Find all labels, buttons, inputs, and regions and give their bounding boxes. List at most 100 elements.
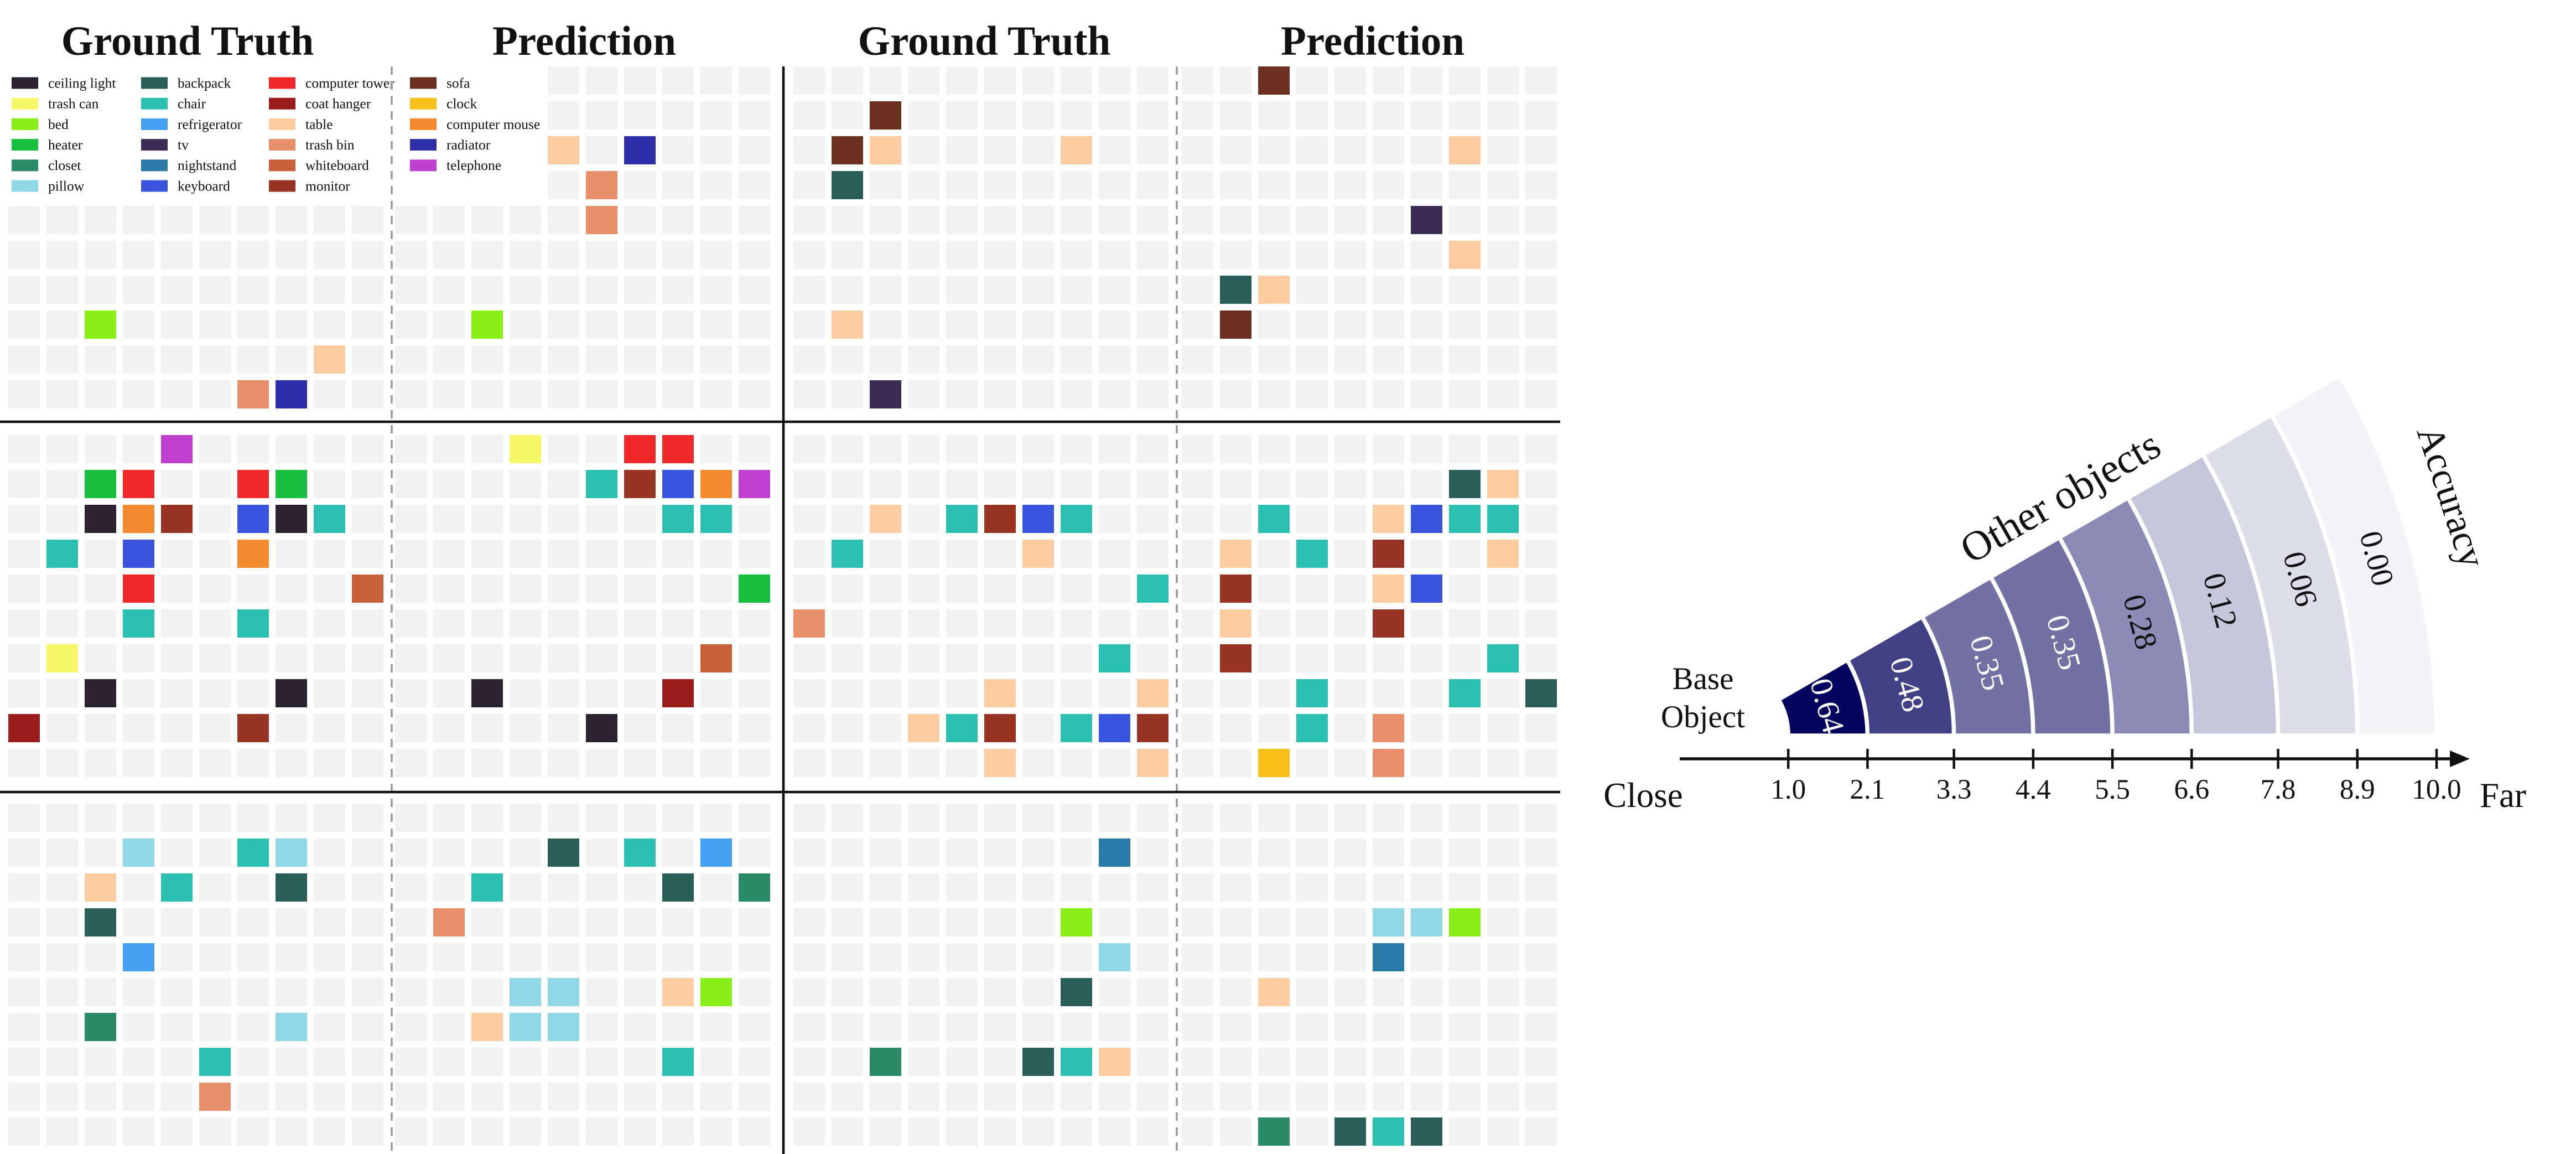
- empty-cell: [870, 241, 901, 269]
- object-cell: [123, 575, 154, 603]
- empty-cell: [8, 679, 40, 707]
- empty-cell: [700, 66, 732, 95]
- empty-cell: [471, 609, 503, 638]
- object-cell: [1258, 978, 1290, 1006]
- empty-cell: [1099, 540, 1130, 568]
- empty-cell: [276, 575, 307, 603]
- empty-cell: [1296, 575, 1328, 603]
- empty-cell: [85, 1117, 116, 1146]
- empty-cell: [1022, 908, 1054, 936]
- empty-cell: [314, 435, 345, 463]
- empty-cell: [46, 908, 78, 936]
- empty-cell: [1334, 540, 1366, 568]
- empty-cell: [237, 644, 269, 672]
- empty-cell: [1137, 206, 1168, 234]
- empty-cell: [984, 978, 1016, 1006]
- empty-cell: [1258, 804, 1290, 832]
- empty-cell: [199, 540, 231, 568]
- empty-cell: [395, 276, 427, 304]
- empty-cell: [85, 206, 116, 234]
- panel-title: Ground Truth: [858, 18, 1110, 64]
- empty-cell: [352, 839, 383, 867]
- empty-cell: [624, 804, 656, 832]
- empty-cell: [624, 380, 656, 408]
- empty-cell: [46, 609, 78, 638]
- empty-cell: [1258, 1083, 1290, 1111]
- empty-cell: [1182, 505, 1213, 533]
- empty-cell: [1061, 540, 1092, 568]
- empty-cell: [1487, 749, 1519, 777]
- empty-cell: [739, 171, 770, 199]
- empty-cell: [8, 1013, 40, 1041]
- x-tick-label: 1.0: [1770, 774, 1806, 805]
- object-cell: [123, 470, 154, 498]
- empty-cell: [433, 644, 465, 672]
- empty-cell: [586, 908, 617, 936]
- empty-cell: [1449, 311, 1481, 339]
- object-cell: [1449, 679, 1481, 707]
- legend-swatch: [410, 118, 437, 130]
- empty-cell: [123, 679, 154, 707]
- empty-cell: [1137, 470, 1168, 498]
- legend-label: bed: [48, 116, 69, 132]
- empty-cell: [1220, 714, 1251, 742]
- x-tick-label: 6.6: [2174, 774, 2209, 805]
- empty-cell: [1525, 470, 1557, 498]
- object-cell: [237, 714, 269, 742]
- empty-cell: [1334, 1048, 1366, 1076]
- empty-cell: [314, 470, 345, 498]
- empty-cell: [85, 644, 116, 672]
- object-cell: [1220, 276, 1251, 304]
- empty-cell: [793, 66, 825, 95]
- empty-cell: [352, 345, 383, 374]
- object-cell: [85, 908, 116, 936]
- empty-cell: [276, 943, 307, 971]
- empty-cell: [1061, 839, 1092, 867]
- empty-cell: [1182, 206, 1213, 234]
- empty-cell: [1296, 241, 1328, 269]
- panel-title: Prediction: [492, 18, 676, 64]
- empty-cell: [433, 380, 465, 408]
- legend-swatch: [269, 97, 295, 110]
- object-cell: [1258, 276, 1290, 304]
- empty-cell: [793, 101, 825, 130]
- legend-swatch: [12, 97, 38, 110]
- object-cell: [739, 873, 770, 902]
- empty-cell: [908, 839, 939, 867]
- empty-cell: [586, 311, 617, 339]
- object-cell: [123, 505, 154, 533]
- empty-cell: [1487, 1013, 1519, 1041]
- empty-cell: [908, 66, 939, 95]
- empty-cell: [548, 470, 579, 498]
- empty-cell: [199, 1117, 231, 1146]
- object-cell: [832, 540, 863, 568]
- empty-cell: [395, 1013, 427, 1041]
- empty-cell: [161, 1117, 193, 1146]
- object-cell: [662, 873, 694, 902]
- empty-cell: [1258, 575, 1290, 603]
- empty-cell: [471, 505, 503, 533]
- empty-cell: [1525, 345, 1557, 374]
- empty-cell: [624, 345, 656, 374]
- empty-cell: [870, 345, 901, 374]
- empty-cell: [1061, 609, 1092, 638]
- empty-cell: [314, 311, 345, 339]
- empty-cell: [199, 505, 231, 533]
- empty-cell: [984, 804, 1016, 832]
- empty-cell: [352, 873, 383, 902]
- empty-cell: [199, 1013, 231, 1041]
- empty-cell: [1296, 470, 1328, 498]
- empty-cell: [832, 1013, 863, 1041]
- empty-cell: [123, 1083, 154, 1111]
- empty-cell: [1258, 714, 1290, 742]
- object-cell: [832, 311, 863, 339]
- empty-cell: [1137, 276, 1168, 304]
- empty-cell: [1182, 470, 1213, 498]
- empty-cell: [1137, 136, 1168, 164]
- object-cell: [908, 714, 939, 742]
- empty-cell: [1449, 1083, 1481, 1111]
- empty-cell: [276, 749, 307, 777]
- object-cell: [1411, 575, 1442, 603]
- empty-cell: [433, 345, 465, 374]
- empty-cell: [1296, 1048, 1328, 1076]
